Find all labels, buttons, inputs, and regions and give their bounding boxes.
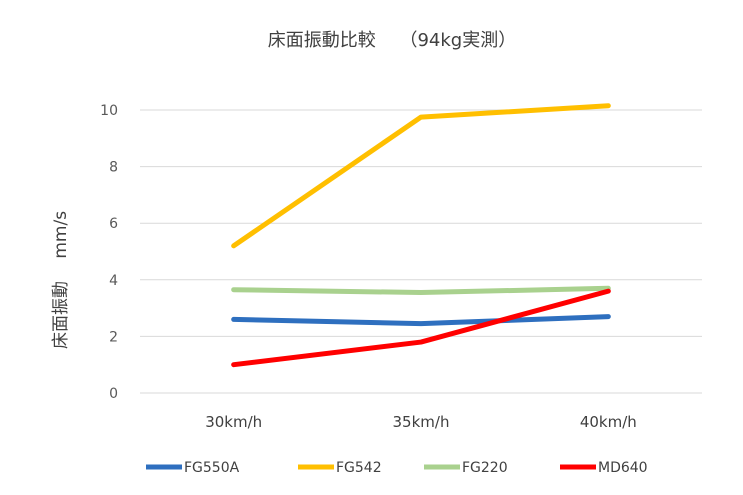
series-line-fg220 xyxy=(231,285,611,296)
gridlines xyxy=(140,109,702,394)
legend: FG550A FG542 FG220 MD640 xyxy=(146,460,648,476)
series-lines xyxy=(231,103,611,368)
y-tick-label: 0 xyxy=(109,386,118,402)
y-axis-label: 床面振動 mm/s xyxy=(51,211,71,349)
x-tick-label: 40km/h xyxy=(580,413,637,431)
x-axis-ticks: 30km/h 35km/h 40km/h xyxy=(205,413,637,431)
legend-label: FG542 xyxy=(336,460,382,476)
y-tick-label: 6 xyxy=(109,216,118,232)
x-tick-label: 35km/h xyxy=(393,413,450,431)
legend-label: FG550A xyxy=(184,460,240,476)
legend-label: MD640 xyxy=(598,460,648,476)
series-line-md640 xyxy=(231,288,611,368)
series-line-fg550a xyxy=(231,314,611,327)
chart-title: 床面振動比較 （94kg実測） xyxy=(268,30,516,51)
y-axis-ticks: 0 2 4 6 8 10 xyxy=(100,103,118,402)
y-tick-label: 4 xyxy=(109,273,118,289)
legend-label: FG220 xyxy=(462,460,508,476)
x-tick-label: 30km/h xyxy=(205,413,262,431)
y-tick-label: 8 xyxy=(109,160,118,176)
series-line-fg542 xyxy=(231,103,611,249)
y-tick-label: 2 xyxy=(109,329,118,345)
y-tick-label: 10 xyxy=(100,103,118,119)
